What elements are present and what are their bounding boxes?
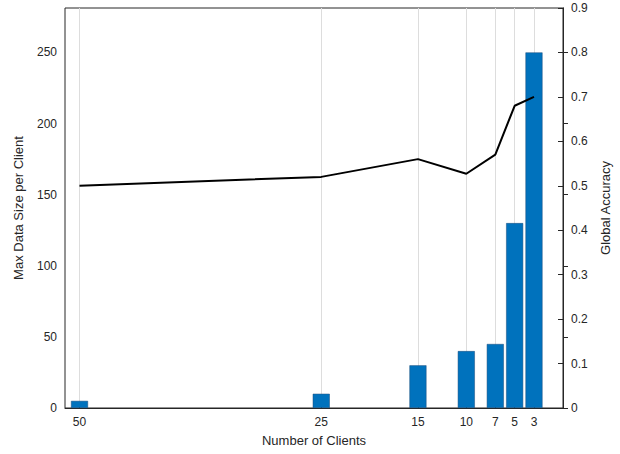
- svg-text:0: 0: [50, 401, 57, 415]
- svg-text:250: 250: [37, 45, 57, 59]
- svg-text:0.8: 0.8: [571, 45, 588, 59]
- svg-text:0.2: 0.2: [571, 312, 588, 326]
- svg-text:Global Accuracy: Global Accuracy: [598, 161, 613, 255]
- svg-text:10: 10: [460, 415, 474, 429]
- svg-text:150: 150: [37, 188, 57, 202]
- svg-text:50: 50: [44, 330, 58, 344]
- svg-text:0.3: 0.3: [571, 268, 588, 282]
- svg-text:25: 25: [315, 415, 329, 429]
- svg-text:3: 3: [531, 415, 538, 429]
- svg-text:0.1: 0.1: [571, 357, 588, 371]
- svg-text:Max Data Size per Client: Max Data Size per Client: [11, 136, 26, 280]
- svg-text:100: 100: [37, 259, 57, 273]
- svg-text:0.9: 0.9: [571, 1, 588, 15]
- svg-text:7: 7: [492, 415, 499, 429]
- svg-text:0.6: 0.6: [571, 134, 588, 148]
- svg-text:15: 15: [411, 415, 425, 429]
- svg-text:50: 50: [73, 415, 87, 429]
- svg-text:5: 5: [511, 415, 518, 429]
- svg-text:0.5: 0.5: [571, 179, 588, 193]
- svg-text:0: 0: [571, 401, 578, 415]
- svg-text:Number of Clients: Number of Clients: [262, 433, 367, 448]
- svg-text:0.7: 0.7: [571, 90, 588, 104]
- svg-text:0.4: 0.4: [571, 223, 588, 237]
- svg-text:200: 200: [37, 117, 57, 131]
